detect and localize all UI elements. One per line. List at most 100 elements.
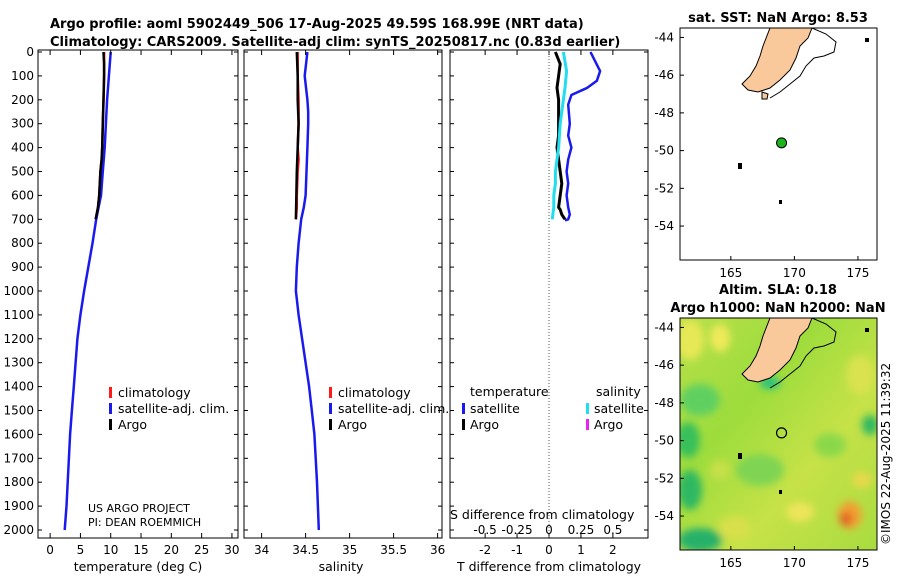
series-line-temperature-satellite: [564, 51, 602, 222]
legend-label-sal-satellite: satellite: [594, 401, 644, 416]
timestamp-stamp: ©IMOS 22-Aug-2025 11:39:32: [879, 363, 893, 545]
sla-map-island-4: [865, 328, 869, 332]
map-x-tick-label: 165: [719, 266, 742, 280]
series-line-argo: [294, 51, 300, 220]
x-tick-label: 34.5: [292, 543, 319, 557]
temperature-panel-frame: [37, 49, 239, 539]
sst-map: [680, 28, 877, 260]
y-tick-label: 0: [26, 45, 34, 59]
legend-swatch-argo: [109, 419, 112, 430]
legend-label-climatology: climatology: [338, 385, 411, 400]
map-y-tick-label: -54: [654, 509, 674, 523]
sla-map-land: [741, 318, 813, 383]
top-axis-label-s-difference: S difference from climatology: [450, 507, 635, 522]
sla-map-field: [680, 320, 877, 550]
top-x-tick-label: -0.5: [473, 523, 496, 537]
legend-label-satellite-adj: satellite-adj. clim.: [118, 401, 229, 416]
legend-swatch-climatology: [109, 387, 112, 398]
sla-map-title: Altim. SLA: 0.18: [719, 283, 837, 298]
sst-map-land: [741, 28, 813, 93]
map-y-tick-label: -48: [654, 396, 674, 410]
map-x-tick-label: 175: [846, 266, 869, 280]
y-tick-label: 1300: [3, 356, 34, 370]
y-tick-label: 600: [11, 188, 34, 202]
top-x-tick-label: 0: [545, 523, 553, 537]
sla-map-axes: 165 170 175 -44 -46 -48 -50 -52 -54: [654, 320, 869, 570]
y-tick-label: 200: [11, 93, 34, 107]
sst-map-island: [761, 91, 769, 100]
x-tick-label: 36: [430, 543, 445, 557]
series-line-satellite-adj-clim: [294, 51, 321, 531]
sst-map-island-2: [738, 163, 742, 169]
map-y-tick-label: -52: [654, 181, 674, 195]
x-tick-label: 5: [77, 543, 85, 557]
sst-map-frame: [679, 27, 878, 261]
legend-swatch-satellite-adj: [109, 403, 112, 414]
salinity-legend: climatology satellite-adj. clim. Argo: [329, 385, 449, 432]
y-tick-label: 900: [11, 260, 34, 274]
sst-map-title: sat. SST: NaN Argo: 8.53: [688, 11, 868, 26]
map-y-tick-label: -50: [654, 144, 674, 158]
y-tick-label: 2000: [3, 523, 34, 537]
legend-swatch-climatology: [329, 387, 332, 398]
y-tick-label: 100: [11, 69, 34, 83]
sla-map-island-3: [779, 490, 782, 494]
x-tick-label: 1: [577, 543, 585, 557]
map-x-tick-label: 170: [783, 266, 806, 280]
x-tick-label: 30: [224, 543, 239, 557]
y-tick-label: 400: [11, 141, 34, 155]
y-tick-label: 1700: [3, 451, 34, 465]
sst-map-axes: 165 170 175 -44 -46 -48 -50 -52 -54: [654, 30, 869, 280]
y-tick-label: 300: [11, 117, 34, 131]
difference-legend: temperature salinity satellite Argo sate…: [462, 384, 644, 432]
x-tick-label: 25: [194, 543, 209, 557]
x-tick-label: 10: [103, 543, 118, 557]
x-axis-label-salinity: salinity: [319, 559, 364, 574]
y-tick-label: 1500: [3, 404, 34, 418]
difference-profile-chart: -2 -1 0 1 2 -0.5 -0.25 0 0.25 0.5: [450, 50, 648, 557]
x-tick-label: 15: [133, 543, 148, 557]
map-y-tick-label: -44: [654, 30, 674, 44]
sst-map-shelf-contour: [769, 28, 837, 99]
y-tick-label: 1200: [3, 332, 34, 346]
figure-title-line2: Climatology: CARS2009. Satellite-adj cli…: [50, 35, 620, 50]
legend-swatch-temp-satellite: [462, 403, 465, 414]
legend-label-temp-satellite: satellite: [470, 401, 520, 416]
map-y-tick-label: -54: [654, 219, 674, 233]
sst-map-island-3: [779, 200, 782, 204]
top-x-tick-label: -0.25: [502, 523, 533, 537]
sla-map-frame: [679, 317, 878, 551]
x-tick-label: -1: [511, 543, 523, 557]
temperature-profile-chart: 0 5 10 15 20 25 300100200300400500600700800900…: [3, 45, 239, 557]
y-tick-label: 1800: [3, 475, 34, 489]
top-x-tick-label: 0.5: [603, 523, 622, 537]
x-axis-label-t-difference: T difference from climatology: [456, 559, 642, 574]
map-y-tick-label: -44: [654, 320, 674, 334]
y-tick-label: 1900: [3, 499, 34, 513]
temperature-legend: climatology satellite-adj. clim. Argo: [109, 385, 229, 432]
map-y-tick-label: -46: [654, 68, 674, 82]
x-tick-label: 0: [545, 543, 553, 557]
x-tick-label: 35: [342, 543, 357, 557]
map-y-tick-label: -52: [654, 471, 674, 485]
sla-map-island-2: [738, 453, 742, 459]
map-x-tick-label: 170: [783, 556, 806, 570]
legend-swatch-argo: [329, 419, 332, 430]
x-tick-label: -2: [479, 543, 491, 557]
sst-map-island-4: [865, 38, 869, 42]
sla-map-subtitle: Argo h1000: NaN h2000: NaN: [670, 301, 885, 316]
map-x-tick-label: 175: [846, 556, 869, 570]
map-y-tick-label: -46: [654, 358, 674, 372]
x-tick-label: 20: [164, 543, 179, 557]
legend-label-sal-argo: Argo: [594, 417, 623, 432]
salinity-profile-chart: 34 34.5 35 35.5 36: [244, 50, 445, 557]
legend-label-temp-argo: Argo: [470, 417, 499, 432]
series-line-salinity-satellite: [550, 51, 569, 220]
legend-label-satellite-adj: satellite-adj. clim.: [338, 401, 449, 416]
figure-title-line1: Argo profile: aoml 5902449_506 17-Aug-20…: [50, 17, 584, 32]
sla-map-argo-marker: [775, 427, 788, 439]
salinity-panel-frame: [243, 49, 443, 539]
y-tick-label: 800: [11, 236, 34, 250]
y-tick-label: 1600: [3, 427, 34, 441]
